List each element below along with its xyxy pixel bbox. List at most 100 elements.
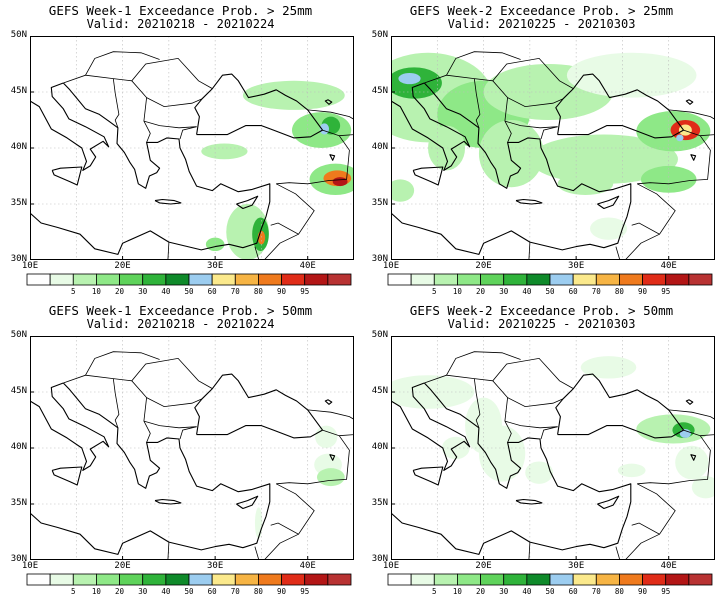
border-line <box>254 546 260 560</box>
graticule <box>30 36 354 260</box>
coastlines <box>30 373 336 555</box>
coastline <box>194 73 324 139</box>
colorbar-label: 60 <box>568 287 578 296</box>
colorbar-label: 40 <box>161 287 171 296</box>
colorbar-swatch <box>258 573 282 586</box>
lon-label: 40E <box>299 561 316 571</box>
coastline <box>30 147 271 255</box>
probability-area <box>566 52 697 98</box>
lon-label: 30E <box>568 561 585 571</box>
colorbar-label: 70 <box>230 287 240 296</box>
coastline <box>515 198 543 205</box>
map-plot <box>391 36 715 260</box>
colorbar-label: 60 <box>207 287 217 296</box>
colorbar-swatch <box>49 573 74 586</box>
lake <box>329 454 336 461</box>
border-line <box>507 397 564 408</box>
border-line <box>85 51 160 76</box>
border-line <box>322 429 354 437</box>
lat-label: 40N <box>371 442 388 452</box>
border-line <box>167 242 170 260</box>
axis-ticks <box>391 336 670 560</box>
colorbar-swatch <box>142 573 167 586</box>
probability-field <box>391 356 715 499</box>
border-line <box>683 129 715 137</box>
coastline <box>597 495 620 510</box>
border-line <box>507 97 564 108</box>
colorbar-swatch <box>480 573 505 586</box>
probability-area <box>679 428 691 438</box>
map-panel-week2-50mm: GEFS Week-2 Exceedance Prob. > 50mm Vali… <box>361 299 722 598</box>
map-plot <box>391 336 715 560</box>
country-borders <box>63 351 354 560</box>
colorbar-swatch <box>549 573 574 586</box>
colorbar-label: 20 <box>115 587 125 596</box>
lake <box>329 154 336 161</box>
colorbar-label: 20 <box>115 287 125 296</box>
coastline <box>391 82 471 171</box>
border-line <box>131 80 151 143</box>
border-line <box>270 483 315 535</box>
lon-label: 40E <box>660 261 677 271</box>
probability-area <box>332 177 348 187</box>
border-line <box>446 351 521 376</box>
colorbar-swatch <box>188 573 213 586</box>
lat-label: 30N <box>371 254 388 264</box>
colorbar-swatch <box>480 273 505 286</box>
colorbar-swatch <box>387 273 412 286</box>
axis-ticks <box>391 36 670 260</box>
colorbar-swatch <box>665 273 690 286</box>
colorbar-swatch <box>96 573 120 586</box>
coastline <box>30 447 271 555</box>
border-line <box>63 57 213 89</box>
border-line <box>85 351 160 376</box>
colorbar-label: 5 <box>432 587 437 596</box>
lon-label: 20E <box>114 561 131 571</box>
border-line <box>263 233 299 260</box>
lake <box>324 99 333 105</box>
panel-title: GEFS Week-1 Exceedance Prob. > 25mm <box>48 3 313 18</box>
colorbar-swatch <box>619 273 643 286</box>
lon-label: 10E <box>382 561 400 571</box>
border-line <box>473 378 481 428</box>
lat-label: 45N <box>371 86 388 96</box>
lat-label: 50N <box>371 330 388 340</box>
colorbar-swatch <box>572 573 597 586</box>
colorbar-label: 10 <box>452 287 462 296</box>
coastline <box>51 166 83 186</box>
lon-label: 40E <box>299 261 316 271</box>
probability-area <box>316 468 345 487</box>
border-line <box>637 435 711 485</box>
border-line <box>112 78 120 128</box>
colorbar-label: 50 <box>184 587 194 596</box>
coastline <box>236 495 259 510</box>
panel-valid-dates: Valid: 20210218 - 20210224 <box>86 17 275 31</box>
border-line <box>322 129 354 137</box>
coastlines <box>30 73 336 255</box>
lat-label: 50N <box>10 30 27 40</box>
panel-title: GEFS Week-1 Exceedance Prob. > 50mm <box>48 303 313 318</box>
colorbar-swatch <box>665 573 690 586</box>
colorbar-label: 10 <box>91 287 101 296</box>
colorbar-label: 80 <box>253 587 263 596</box>
probability-area <box>675 445 709 480</box>
lat-label: 45N <box>371 386 388 396</box>
border-line <box>131 380 151 443</box>
colorbar-swatch <box>595 573 620 586</box>
colorbar-swatch <box>72 273 97 286</box>
colorbar-swatch <box>165 273 190 286</box>
probability-area <box>590 217 628 240</box>
map-plot <box>30 336 354 560</box>
colorbar-label: 5 <box>71 287 76 296</box>
colorbar-swatch <box>433 573 458 586</box>
colorbar-swatch <box>549 273 574 286</box>
coastlines <box>391 373 697 555</box>
border-line <box>146 397 203 408</box>
colorbar-label: 70 <box>230 587 240 596</box>
colorbar-label: 40 <box>522 587 532 596</box>
lat-label: 50N <box>371 30 388 40</box>
coastline <box>555 373 685 439</box>
coastlines <box>391 73 697 255</box>
lat-label: 50N <box>10 330 27 340</box>
lon-label: 10E <box>21 261 39 271</box>
